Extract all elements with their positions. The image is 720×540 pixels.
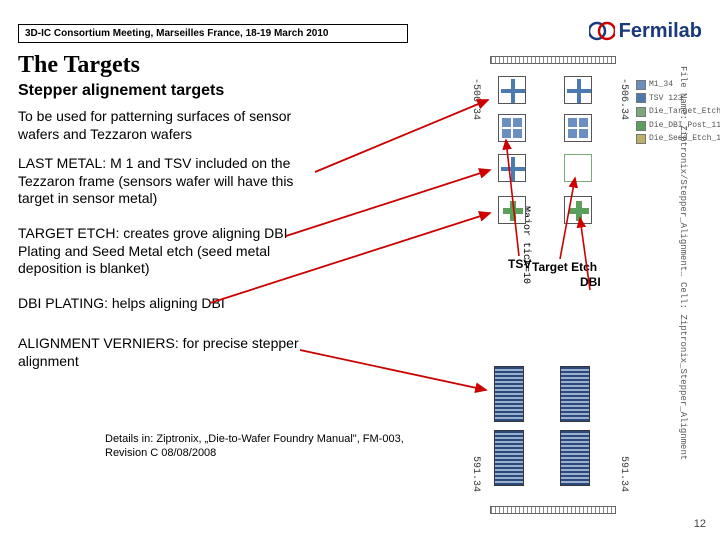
details-reference: Details in: Ziptronix, „Die-to-Wafer Fou… bbox=[105, 432, 405, 461]
paragraph-dbi-plating: DBI PLATING: helps aligning DBI bbox=[18, 295, 318, 313]
target-etch-right bbox=[564, 154, 592, 182]
paragraph-last-metal: LAST METAL: M 1 and TSV included on the … bbox=[18, 155, 318, 208]
page-title: The Targets bbox=[18, 52, 140, 79]
legend-label: M1_34 bbox=[649, 78, 673, 92]
legend-label: Die_Seed_Etch_118 bbox=[649, 132, 720, 146]
vernier-top-right bbox=[560, 366, 590, 422]
coord-bot-left: 591.34 bbox=[470, 456, 481, 492]
target-dbi-left bbox=[498, 196, 526, 224]
vernier-bot-left bbox=[494, 430, 524, 486]
fermilab-text: Fermilab bbox=[619, 20, 702, 43]
page-subtitle: Stepper alignement targets bbox=[18, 82, 224, 100]
coord-bot-right: 591.34 bbox=[618, 456, 629, 492]
ruler-top bbox=[490, 56, 616, 64]
legend-item: Die_DBI_Post_117 bbox=[636, 119, 720, 133]
vernier-bot-right bbox=[560, 430, 590, 486]
page-number: 12 bbox=[694, 518, 706, 530]
legend-label: TSV 123 bbox=[649, 92, 683, 106]
fermilab-icon bbox=[589, 18, 615, 44]
label-tsv: TSV bbox=[508, 257, 531, 271]
ruler-bottom bbox=[490, 506, 616, 514]
header-meeting: 3D-IC Consortium Meeting, Marseilles Fra… bbox=[18, 24, 408, 43]
legend-label: Die_DBI_Post_117 bbox=[649, 119, 720, 133]
fermilab-logo: Fermilab bbox=[589, 18, 702, 44]
legend-item: TSV 123 bbox=[636, 92, 720, 106]
alignment-diagram: -506.34 -506.34 591.34 591.34 File Name:… bbox=[432, 56, 682, 514]
target-tsv-right bbox=[564, 114, 592, 142]
paragraph-intro: To be used for patterning surfaces of se… bbox=[18, 108, 318, 143]
target-m1-right bbox=[564, 76, 592, 104]
label-dbi: DBI bbox=[580, 275, 601, 289]
legend-item: M1_34 bbox=[636, 78, 720, 92]
target-tsv-left bbox=[498, 114, 526, 142]
legend-item: Die_Target_Etch_119 bbox=[636, 105, 720, 119]
target-m1-left bbox=[498, 76, 526, 104]
target-etch-left bbox=[498, 154, 526, 182]
legend-item: Die_Seed_Etch_118 bbox=[636, 132, 720, 146]
vernier-top-left bbox=[494, 366, 524, 422]
paragraph-verniers: ALIGNMENT VERNIERS: for precise stepper … bbox=[18, 335, 328, 370]
coord-top-right: -506.34 bbox=[618, 78, 629, 120]
coord-top-left: -506.34 bbox=[470, 78, 481, 120]
target-dbi-right bbox=[564, 196, 592, 224]
legend-label: Die_Target_Etch_119 bbox=[649, 105, 720, 119]
label-target-etch: Target Etch bbox=[532, 260, 597, 274]
paragraph-target-etch: TARGET ETCH: creates grove aligning DBI … bbox=[18, 225, 308, 278]
legend: M1_34 TSV 123 Die_Target_Etch_119 Die_DB… bbox=[636, 78, 720, 146]
